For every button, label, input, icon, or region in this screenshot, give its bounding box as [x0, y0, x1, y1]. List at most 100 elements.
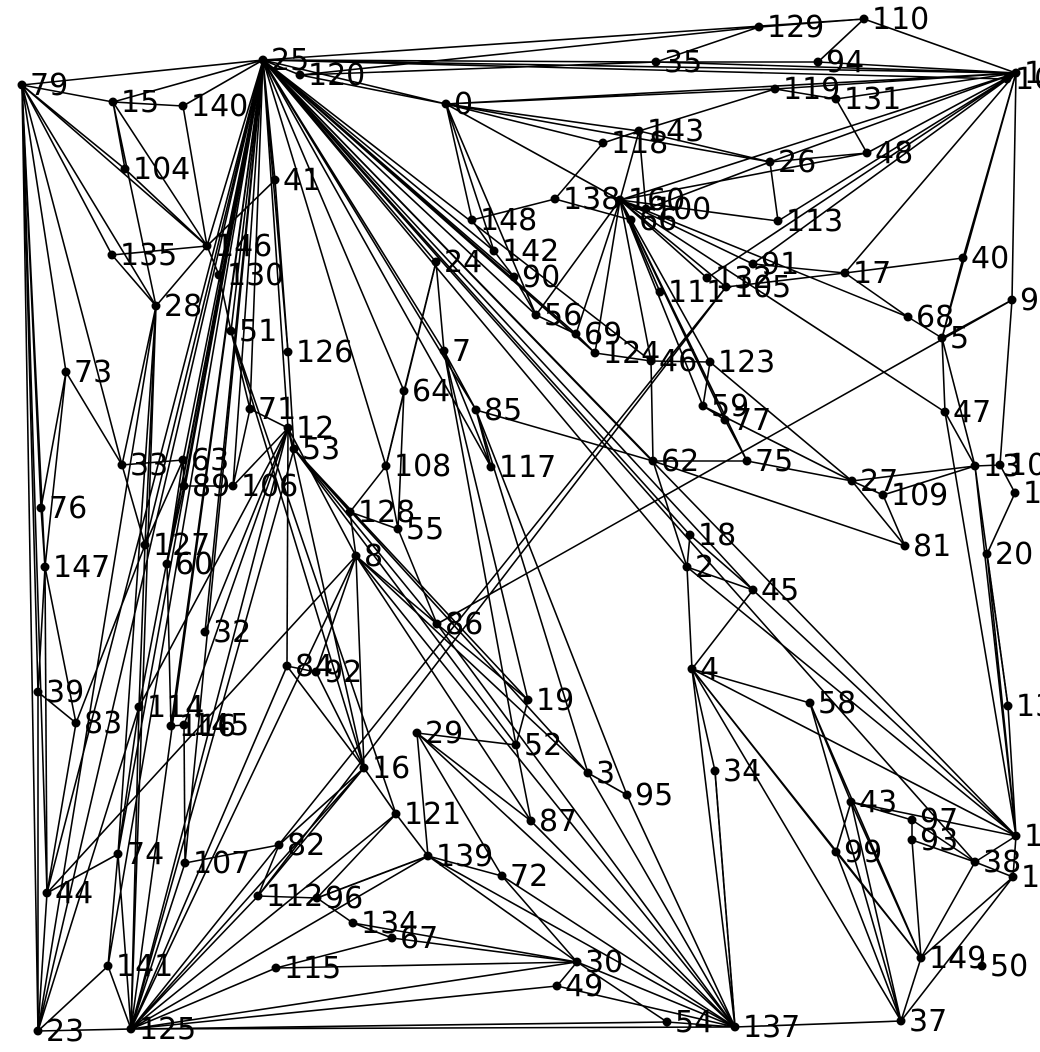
node-102: [995, 460, 1005, 470]
node-9: [1007, 295, 1017, 305]
node-46: [646, 356, 656, 366]
node-label-86: 86: [445, 607, 483, 642]
edge-63-33: [121, 459, 184, 466]
node-37: [896, 1016, 906, 1026]
edge-137-4: [691, 668, 736, 1028]
edge-29-139: [416, 732, 429, 857]
node-105: [721, 282, 731, 292]
node-34: [710, 766, 720, 776]
node-143: [634, 126, 644, 136]
edge-37-149: [900, 957, 922, 1022]
edge-160-77: [619, 199, 726, 421]
edge-136-13: [974, 465, 1009, 707]
edge-144-48: [866, 72, 1017, 154]
node-96: [312, 893, 322, 903]
edge-87-52: [515, 744, 532, 822]
edge-99-4: [691, 668, 837, 853]
node-108: [381, 461, 391, 471]
edge-143-160: [619, 130, 640, 201]
edge-12-84: [286, 427, 289, 667]
edge-122-47: [944, 411, 1017, 837]
edge-16-121: [363, 767, 397, 815]
edge-95-137: [626, 794, 736, 1028]
node-label-20: 20: [995, 537, 1033, 572]
node-label-116: 116: [179, 709, 236, 744]
node-label-160: 160: [628, 183, 685, 218]
node-128: [345, 507, 355, 517]
node-label-50: 50: [990, 949, 1028, 984]
edge-160-46: [619, 199, 652, 362]
node-label-132: 132: [715, 261, 772, 296]
edge-8-16: [355, 555, 365, 769]
edge-43-99: [835, 801, 852, 853]
node-23: [33, 1026, 43, 1036]
edge-160-69: [575, 199, 621, 335]
node-label-101: 101: [1023, 476, 1040, 511]
edge-83-44: [46, 722, 77, 894]
edge-114-125: [130, 706, 140, 1030]
node-111: [655, 287, 665, 297]
node-54: [662, 1017, 672, 1027]
node-142: [489, 246, 499, 256]
edge-84-92: [286, 665, 317, 673]
edge-137-8: [355, 555, 736, 1028]
edge-79-146: [21, 84, 208, 247]
node-label-5: 5: [950, 321, 969, 356]
node-101: [1010, 488, 1020, 498]
edge-25-103: [262, 59, 1008, 80]
node-74: [113, 849, 123, 859]
node-label-33: 33: [130, 448, 168, 483]
edge-25-15: [112, 59, 264, 103]
edge-5-68: [907, 316, 943, 339]
node-67: [387, 933, 397, 943]
edge-144-160: [619, 72, 1017, 201]
edge-2-45: [686, 566, 754, 591]
edge-7-85: [443, 350, 477, 411]
edge-16-82: [278, 767, 365, 846]
edge-124-46: [594, 352, 652, 362]
edge-144-91: [752, 72, 1017, 265]
node-label-94: 94: [826, 45, 864, 80]
edge-79-28: [21, 84, 157, 307]
edge-119-143: [638, 88, 776, 132]
node-label-149: 149: [929, 941, 986, 976]
edge-125-49: [130, 985, 558, 1030]
node-label-119: 119: [783, 72, 840, 107]
edge-25-45: [262, 59, 754, 591]
edge-58-4: [691, 668, 811, 704]
edge-39-83: [37, 691, 77, 724]
edge-67-30: [391, 937, 578, 963]
edge-17-144: [844, 72, 1017, 274]
node-25: [258, 55, 268, 65]
edge-134-30: [352, 922, 578, 963]
edge-142-90: [493, 250, 515, 278]
node-label-140: 140: [191, 89, 248, 124]
edge-114-23: [37, 706, 140, 1032]
edge-35-120: [299, 61, 657, 76]
node-104: [120, 164, 130, 174]
edge-28-135: [111, 254, 157, 307]
node-50: [977, 961, 987, 971]
node-label-24: 24: [444, 245, 482, 280]
node-130: [214, 270, 224, 280]
node-138: [550, 194, 560, 204]
edge-28-74: [117, 305, 157, 855]
node-label-147: 147: [53, 550, 110, 585]
edge-139-30: [427, 855, 578, 963]
edge-37-150: [900, 876, 1014, 1022]
edge-115-67: [275, 937, 393, 969]
edge-52-19: [515, 699, 529, 746]
node-35: [651, 57, 661, 67]
node-label-92: 92: [324, 655, 362, 690]
edge-15-28: [112, 101, 157, 307]
node-5: [937, 333, 947, 343]
edge-125-139: [130, 855, 429, 1030]
node-86: [432, 619, 442, 629]
edge-13-5: [941, 337, 976, 467]
node-label-67: 67: [400, 921, 438, 956]
edge-38-97: [911, 819, 976, 863]
edge-137-37: [734, 1020, 902, 1028]
edge-37-58: [809, 702, 902, 1022]
edge-53-86: [293, 448, 438, 625]
